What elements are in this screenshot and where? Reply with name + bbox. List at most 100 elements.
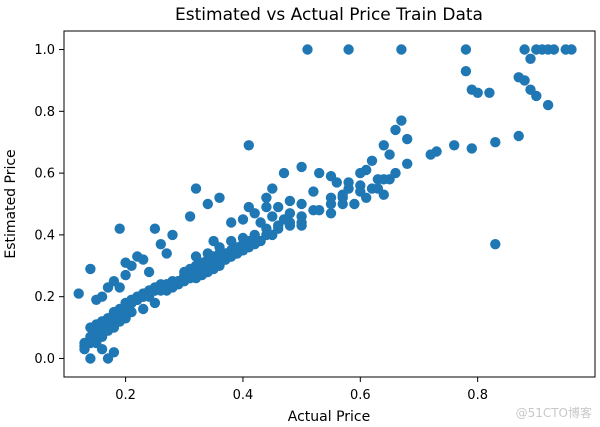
data-point xyxy=(267,229,278,241)
data-point xyxy=(261,201,272,213)
data-point xyxy=(214,192,225,203)
data-point xyxy=(167,279,178,290)
data-point xyxy=(343,44,354,55)
data-point xyxy=(378,140,389,151)
data-point xyxy=(296,198,307,210)
data-point xyxy=(519,75,530,86)
data-point xyxy=(278,167,290,179)
data-point xyxy=(325,171,337,182)
data-point xyxy=(143,266,155,278)
data-point xyxy=(484,87,495,99)
data-point xyxy=(531,90,542,102)
x-tick-label: 0.2 xyxy=(115,388,136,403)
data-point xyxy=(525,53,536,64)
data-point xyxy=(208,260,219,271)
data-point xyxy=(85,263,96,275)
watermark-text: @51CTO博客 xyxy=(515,406,592,420)
data-point xyxy=(396,115,407,126)
data-point xyxy=(120,257,131,268)
data-point xyxy=(490,239,501,250)
data-point xyxy=(73,288,84,299)
data-point xyxy=(167,229,178,241)
data-point xyxy=(249,239,260,250)
y-tick-label: 0.0 xyxy=(34,352,55,367)
data-point xyxy=(114,282,125,293)
data-point xyxy=(349,198,360,210)
data-point xyxy=(231,248,243,259)
data-point xyxy=(355,167,366,179)
data-point xyxy=(425,149,436,160)
data-point xyxy=(190,183,202,194)
data-point xyxy=(91,337,102,349)
data-point xyxy=(390,124,401,136)
data-point xyxy=(384,149,395,160)
data-point xyxy=(314,167,325,179)
data-point xyxy=(255,217,266,228)
data-point xyxy=(284,195,296,207)
data-point xyxy=(472,87,483,99)
data-point xyxy=(273,201,284,213)
data-point xyxy=(114,223,125,234)
data-point xyxy=(208,235,219,247)
data-point xyxy=(85,353,96,364)
x-tick-label: 0.6 xyxy=(350,388,371,403)
data-point xyxy=(325,198,337,210)
data-point xyxy=(149,223,161,234)
data-point xyxy=(402,133,413,145)
data-point xyxy=(449,140,460,151)
data-point xyxy=(548,44,560,55)
data-point xyxy=(396,44,407,55)
y-tick-label: 0.6 xyxy=(34,167,55,182)
data-point xyxy=(155,285,166,296)
y-axis-label: Estimated Price xyxy=(3,149,19,258)
data-point xyxy=(519,44,530,55)
data-point xyxy=(337,198,348,210)
data-point xyxy=(542,99,554,111)
data-point xyxy=(220,254,231,265)
data-point xyxy=(308,186,319,197)
y-tick-label: 1.0 xyxy=(34,43,55,58)
data-point xyxy=(366,155,378,166)
y-tick-label: 0.2 xyxy=(34,290,55,305)
data-point xyxy=(196,266,208,278)
data-point xyxy=(466,143,477,154)
y-tick-label: 0.4 xyxy=(34,228,55,243)
data-point xyxy=(378,174,389,185)
y-axis-ticks: 0.0 0.2 0.4 0.6 0.8 1.0 xyxy=(34,43,64,367)
data-point xyxy=(314,205,325,216)
data-point xyxy=(296,220,307,231)
y-tick-label: 0.8 xyxy=(34,105,55,120)
data-point xyxy=(184,211,196,222)
x-tick-label: 0.4 xyxy=(233,388,254,403)
data-point xyxy=(296,161,307,173)
x-axis-ticks: 0.2 0.4 0.6 0.8 xyxy=(115,377,488,403)
data-point xyxy=(302,44,313,55)
data-point xyxy=(237,214,249,225)
x-tick-label: 0.8 xyxy=(467,388,488,403)
data-point xyxy=(243,201,254,213)
plot-area-frame xyxy=(63,30,596,378)
data-point xyxy=(460,44,472,55)
data-point xyxy=(261,192,272,203)
data-point xyxy=(490,137,501,148)
data-point xyxy=(460,66,472,77)
data-point xyxy=(120,269,131,281)
data-point xyxy=(325,208,337,219)
data-point xyxy=(361,192,372,203)
data-point xyxy=(96,291,108,302)
data-point xyxy=(566,44,577,55)
data-point xyxy=(267,211,278,222)
x-axis-label: Actual Price xyxy=(288,409,370,425)
points-layer xyxy=(73,44,577,364)
data-point xyxy=(372,183,384,194)
data-point xyxy=(138,303,149,315)
data-point xyxy=(243,140,254,151)
data-point xyxy=(79,344,90,355)
data-point xyxy=(155,239,166,250)
data-point xyxy=(161,248,172,259)
data-point xyxy=(513,130,524,142)
chart-title: Estimated vs Actual Price Train Data xyxy=(175,5,483,25)
data-point xyxy=(402,158,413,169)
data-point xyxy=(202,198,213,210)
